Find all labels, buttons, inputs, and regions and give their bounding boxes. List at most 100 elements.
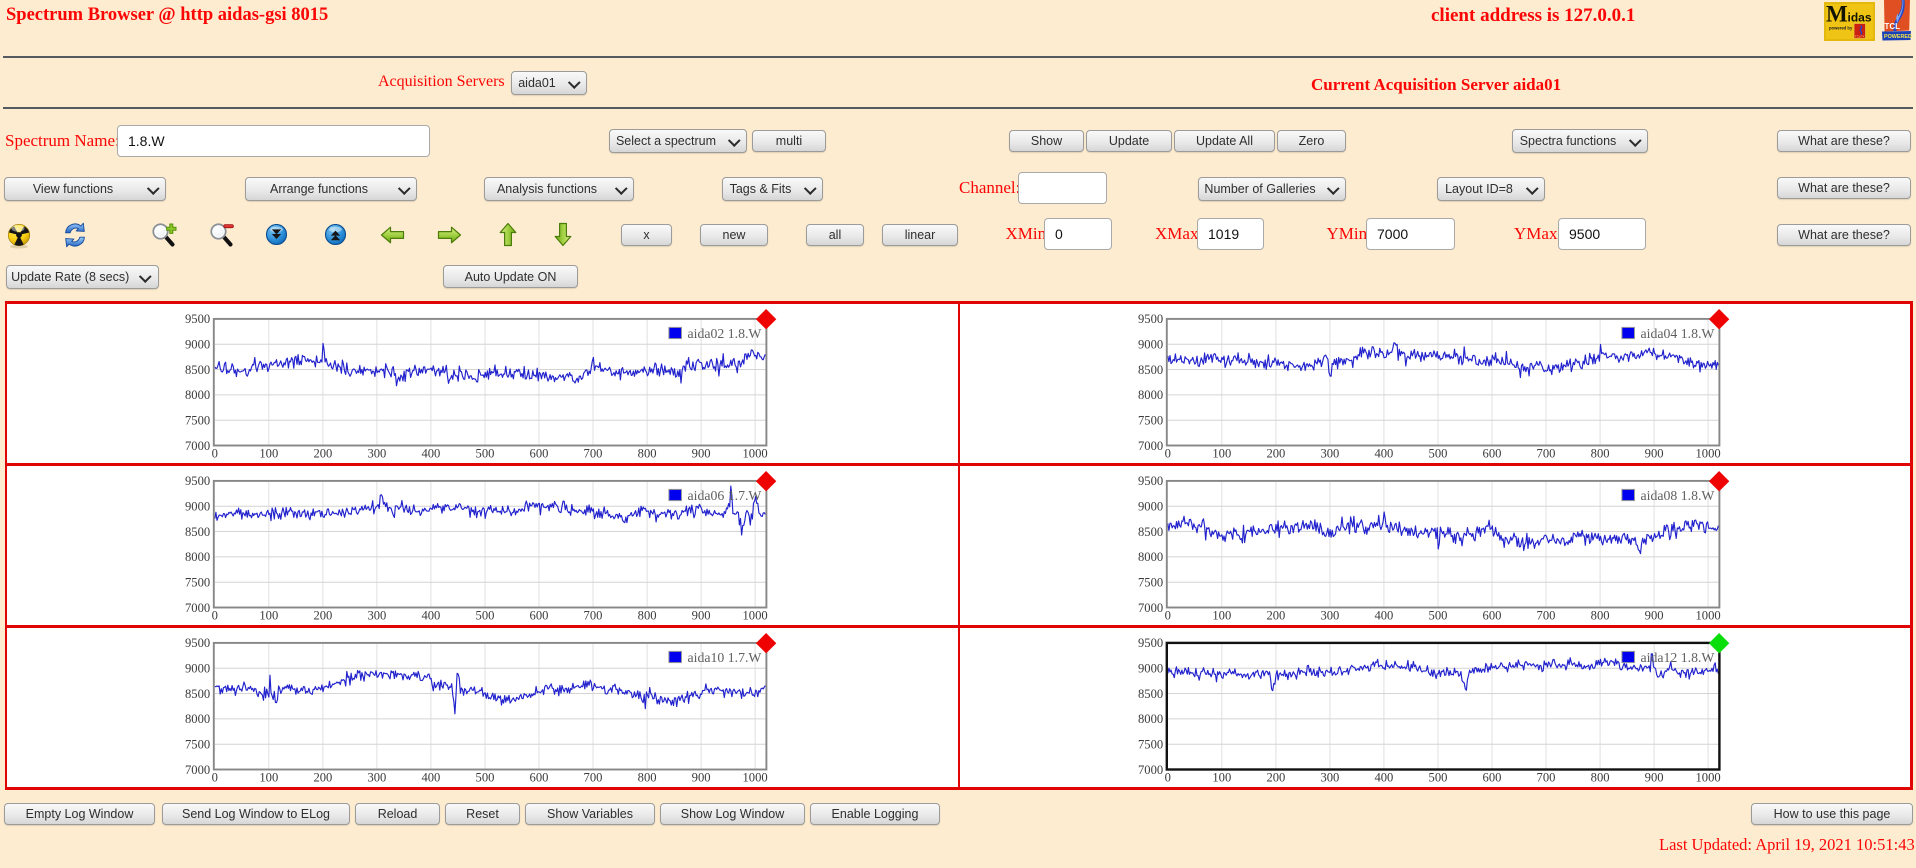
- svg-text:0: 0: [1165, 770, 1171, 784]
- svg-text:300: 300: [1321, 770, 1340, 784]
- svg-text:aida04 1.8.W: aida04 1.8.W: [1641, 326, 1715, 341]
- svg-text:400: 400: [1375, 608, 1394, 622]
- svg-text:700: 700: [584, 770, 603, 784]
- svg-text:aida08 1.8.W: aida08 1.8.W: [1641, 488, 1715, 503]
- svg-text:500: 500: [1429, 770, 1448, 784]
- svg-text:700: 700: [584, 446, 603, 460]
- svg-text:7000: 7000: [1138, 439, 1163, 453]
- svg-text:500: 500: [476, 770, 495, 784]
- svg-text:900: 900: [692, 770, 711, 784]
- svg-text:800: 800: [638, 608, 657, 622]
- svg-text:7500: 7500: [185, 413, 210, 427]
- svg-text:8500: 8500: [1138, 687, 1163, 701]
- svg-text:500: 500: [1429, 446, 1448, 460]
- svg-text:200: 200: [314, 770, 333, 784]
- svg-text:0: 0: [212, 770, 218, 784]
- svg-text:800: 800: [1591, 446, 1610, 460]
- svg-text:aida12 1.8.W: aida12 1.8.W: [1641, 650, 1715, 665]
- svg-text:8000: 8000: [185, 550, 210, 564]
- svg-text:TCL: TCL: [1885, 22, 1901, 31]
- svg-text:400: 400: [422, 770, 441, 784]
- svg-text:9000: 9000: [1138, 337, 1163, 351]
- svg-text:9000: 9000: [185, 337, 210, 351]
- svg-text:1000: 1000: [1696, 608, 1721, 622]
- svg-text:9000: 9000: [185, 499, 210, 513]
- svg-text:600: 600: [1483, 608, 1502, 622]
- svg-text:600: 600: [1483, 446, 1502, 460]
- svg-text:9000: 9000: [185, 661, 210, 675]
- svg-text:9000: 9000: [1138, 499, 1163, 513]
- svg-text:8500: 8500: [185, 525, 210, 539]
- svg-text:700: 700: [1537, 446, 1556, 460]
- svg-text:300: 300: [368, 446, 387, 460]
- svg-text:9500: 9500: [185, 636, 210, 650]
- svg-text:7500: 7500: [1138, 575, 1163, 589]
- svg-text:8500: 8500: [1138, 525, 1163, 539]
- svg-text:900: 900: [692, 446, 711, 460]
- svg-text:300: 300: [1321, 608, 1340, 622]
- svg-text:400: 400: [422, 608, 441, 622]
- svg-text:1000: 1000: [1696, 446, 1721, 460]
- svg-text:200: 200: [1267, 608, 1286, 622]
- svg-text:1000: 1000: [1696, 770, 1721, 784]
- svg-text:200: 200: [1267, 446, 1286, 460]
- svg-text:POWERED: POWERED: [1884, 34, 1912, 40]
- svg-text:600: 600: [530, 446, 549, 460]
- svg-text:7500: 7500: [1138, 737, 1163, 751]
- svg-text:1000: 1000: [743, 770, 768, 784]
- svg-text:7500: 7500: [185, 575, 210, 589]
- svg-text:900: 900: [1645, 446, 1664, 460]
- svg-text:900: 900: [1645, 608, 1664, 622]
- svg-text:900: 900: [1645, 770, 1664, 784]
- svg-text:aida06 1.7.W: aida06 1.7.W: [688, 488, 762, 503]
- svg-text:8500: 8500: [185, 363, 210, 377]
- svg-text:700: 700: [1537, 608, 1556, 622]
- svg-text:800: 800: [638, 770, 657, 784]
- svg-text:7000: 7000: [185, 439, 210, 453]
- svg-text:TCL/TK: TCL/TK: [1855, 35, 1865, 39]
- svg-text:600: 600: [530, 770, 549, 784]
- svg-text:9500: 9500: [1138, 474, 1163, 488]
- svg-text:1000: 1000: [743, 446, 768, 460]
- svg-text:700: 700: [1537, 770, 1556, 784]
- svg-text:200: 200: [314, 446, 333, 460]
- svg-text:100: 100: [260, 608, 279, 622]
- svg-text:400: 400: [422, 446, 441, 460]
- svg-text:300: 300: [368, 608, 387, 622]
- svg-text:800: 800: [1591, 770, 1610, 784]
- svg-text:700: 700: [584, 608, 603, 622]
- svg-text:300: 300: [368, 770, 387, 784]
- svg-text:400: 400: [1375, 446, 1394, 460]
- svg-text:100: 100: [1213, 608, 1232, 622]
- svg-text:idas: idas: [1848, 11, 1872, 25]
- svg-text:8000: 8000: [1138, 550, 1163, 564]
- svg-text:7000: 7000: [185, 601, 210, 615]
- svg-text:600: 600: [530, 608, 549, 622]
- svg-text:1000: 1000: [743, 608, 768, 622]
- svg-text:7000: 7000: [1138, 601, 1163, 615]
- svg-text:0: 0: [212, 446, 218, 460]
- svg-text:7500: 7500: [185, 737, 210, 751]
- svg-text:600: 600: [1483, 770, 1502, 784]
- svg-text:aida02 1.8.W: aida02 1.8.W: [688, 326, 762, 341]
- svg-text:500: 500: [476, 608, 495, 622]
- svg-text:M: M: [1826, 2, 1848, 27]
- svg-text:aida10 1.7.W: aida10 1.7.W: [688, 650, 762, 665]
- svg-text:200: 200: [1267, 770, 1286, 784]
- svg-text:8000: 8000: [1138, 388, 1163, 402]
- svg-text:200: 200: [314, 608, 333, 622]
- svg-text:900: 900: [692, 608, 711, 622]
- svg-text:9000: 9000: [1138, 661, 1163, 675]
- svg-text:100: 100: [1213, 446, 1232, 460]
- svg-text:9500: 9500: [185, 474, 210, 488]
- svg-text:100: 100: [1213, 770, 1232, 784]
- svg-text:powered by: powered by: [1829, 26, 1853, 31]
- svg-text:800: 800: [1591, 608, 1610, 622]
- svg-text:8500: 8500: [1138, 363, 1163, 377]
- svg-text:9500: 9500: [185, 312, 210, 326]
- svg-text:500: 500: [476, 446, 495, 460]
- svg-text:9500: 9500: [1138, 636, 1163, 650]
- svg-text:500: 500: [1429, 608, 1448, 622]
- svg-text:0: 0: [1165, 446, 1171, 460]
- svg-text:9500: 9500: [1138, 312, 1163, 326]
